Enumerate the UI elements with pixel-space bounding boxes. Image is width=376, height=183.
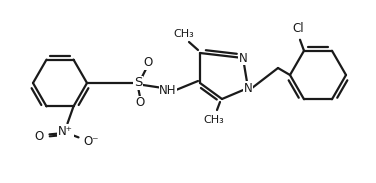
Text: O: O [34,130,44,143]
Text: O⁻: O⁻ [83,135,99,148]
Text: N: N [244,81,252,94]
Text: S: S [134,76,142,89]
Text: N: N [239,51,247,64]
Text: Cl: Cl [292,22,304,35]
Text: CH₃: CH₃ [174,29,194,39]
Text: NH: NH [159,83,177,96]
Text: O: O [135,96,145,109]
Text: O: O [143,57,153,70]
Text: N⁺: N⁺ [58,125,73,138]
Text: CH₃: CH₃ [204,115,224,125]
